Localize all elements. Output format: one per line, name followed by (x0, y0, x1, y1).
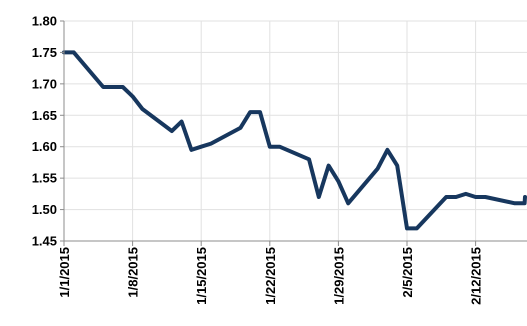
x-tick-label-4: 1/29/2015 (331, 247, 346, 305)
series-line-0 (62, 50, 527, 231)
series-layer (62, 50, 527, 231)
x-tick-label-0: 1/1/2015 (57, 247, 72, 298)
x-tick-label-1: 1/8/2015 (126, 247, 141, 298)
y-tick-label-7: 1.45 (32, 234, 57, 249)
grid-layer (64, 20, 527, 242)
axis-layer (60, 20, 527, 246)
x-tick-label-2: 1/15/2015 (194, 247, 209, 305)
x-tick-label-5: 2/5/2015 (400, 247, 415, 298)
y-tick-label-5: 1.55 (32, 171, 57, 186)
label-layer: 1.80 1.75 1.70 1.65 1.60 1.55 1.50 1.451/1/2015… (32, 14, 484, 305)
y-tick-label-4: 1.60 (32, 139, 57, 154)
y-tick-label-1: 1.75 (32, 45, 57, 60)
y-tick-label-2: 1.70 (32, 76, 57, 91)
y-tick-label-0: 1.80 (32, 14, 57, 29)
x-tick-label-3: 1/22/2015 (263, 247, 278, 305)
y-tick-label-6: 1.50 (32, 202, 57, 217)
x-tick-label-6: 2/12/2015 (469, 247, 484, 305)
y-tick-label-3: 1.65 (32, 108, 57, 123)
